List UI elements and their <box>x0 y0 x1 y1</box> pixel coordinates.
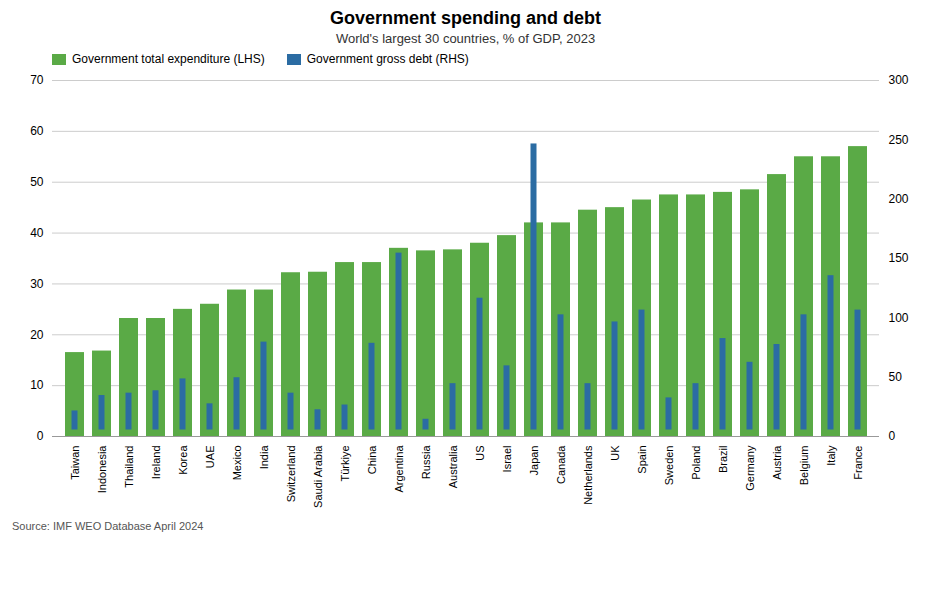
svg-text:Mexico: Mexico <box>231 446 243 481</box>
svg-text:US: US <box>474 446 486 461</box>
svg-text:Sweden: Sweden <box>663 446 675 486</box>
svg-text:20: 20 <box>30 328 44 342</box>
svg-text:Poland: Poland <box>690 446 702 480</box>
svg-text:0: 0 <box>37 429 44 443</box>
svg-text:Brazil: Brazil <box>717 446 729 474</box>
svg-text:Austria: Austria <box>771 445 783 480</box>
svg-text:300: 300 <box>889 73 909 87</box>
svg-text:150: 150 <box>889 251 909 265</box>
svg-text:100: 100 <box>889 311 909 325</box>
svg-text:Switzerland: Switzerland <box>285 446 297 503</box>
html-text:Government total expenditure (: Government total expenditure (LHS) <box>72 52 265 66</box>
svg-text:Indonesia: Indonesia <box>96 445 108 494</box>
svg-text:0: 0 <box>889 429 896 443</box>
svg-text:Russia: Russia <box>420 445 432 480</box>
svg-text:China: China <box>366 445 378 475</box>
svg-text:50: 50 <box>30 175 44 189</box>
svg-text:70: 70 <box>30 73 44 87</box>
svg-text:UAE: UAE <box>204 446 216 469</box>
svg-text:India: India <box>258 445 270 470</box>
svg-text:France: France <box>852 446 864 480</box>
svg-text:Ireland: Ireland <box>150 446 162 480</box>
svg-text:Thailand: Thailand <box>123 446 135 488</box>
svg-text:Italy: Italy <box>825 445 837 466</box>
svg-text:50: 50 <box>889 370 903 384</box>
svg-text:30: 30 <box>30 277 44 291</box>
svg-text:Türkiye: Türkiye <box>339 446 351 482</box>
svg-text:Belgium: Belgium <box>798 446 810 486</box>
svg-text:Argentina: Argentina <box>393 445 405 493</box>
svg-text:Saudi Arabia: Saudi Arabia <box>312 445 324 508</box>
svg-text:Japan: Japan <box>528 446 540 476</box>
svg-text:Canada: Canada <box>555 445 567 484</box>
svg-text:10: 10 <box>30 378 44 392</box>
html-text:Source: IMF WEO Database April: Source: IMF WEO Database April 2024 <box>12 520 204 532</box>
svg-text:Israel: Israel <box>501 446 513 473</box>
svg-text:40: 40 <box>30 226 44 240</box>
svg-text:60: 60 <box>30 124 44 138</box>
html-text:Government gross debt (RHS): Government gross debt (RHS) <box>306 52 469 66</box>
html-text:World's largest 30 countries,: World's largest 30 countries, % of GDP, … <box>335 31 596 46</box>
svg-text:Taiwan: Taiwan <box>69 446 81 480</box>
svg-text:Australia: Australia <box>447 445 459 489</box>
svg-text:Korea: Korea <box>177 445 189 475</box>
svg-text:250: 250 <box>889 133 909 147</box>
svg-text:UK: UK <box>609 445 621 461</box>
svg-text:Netherlands: Netherlands <box>582 445 594 505</box>
svg-text:Spain: Spain <box>636 446 648 474</box>
html-text:Government spending and debt: Government spending and debt <box>330 8 601 28</box>
svg-text:200: 200 <box>889 192 909 206</box>
svg-text:Germany: Germany <box>744 445 756 491</box>
